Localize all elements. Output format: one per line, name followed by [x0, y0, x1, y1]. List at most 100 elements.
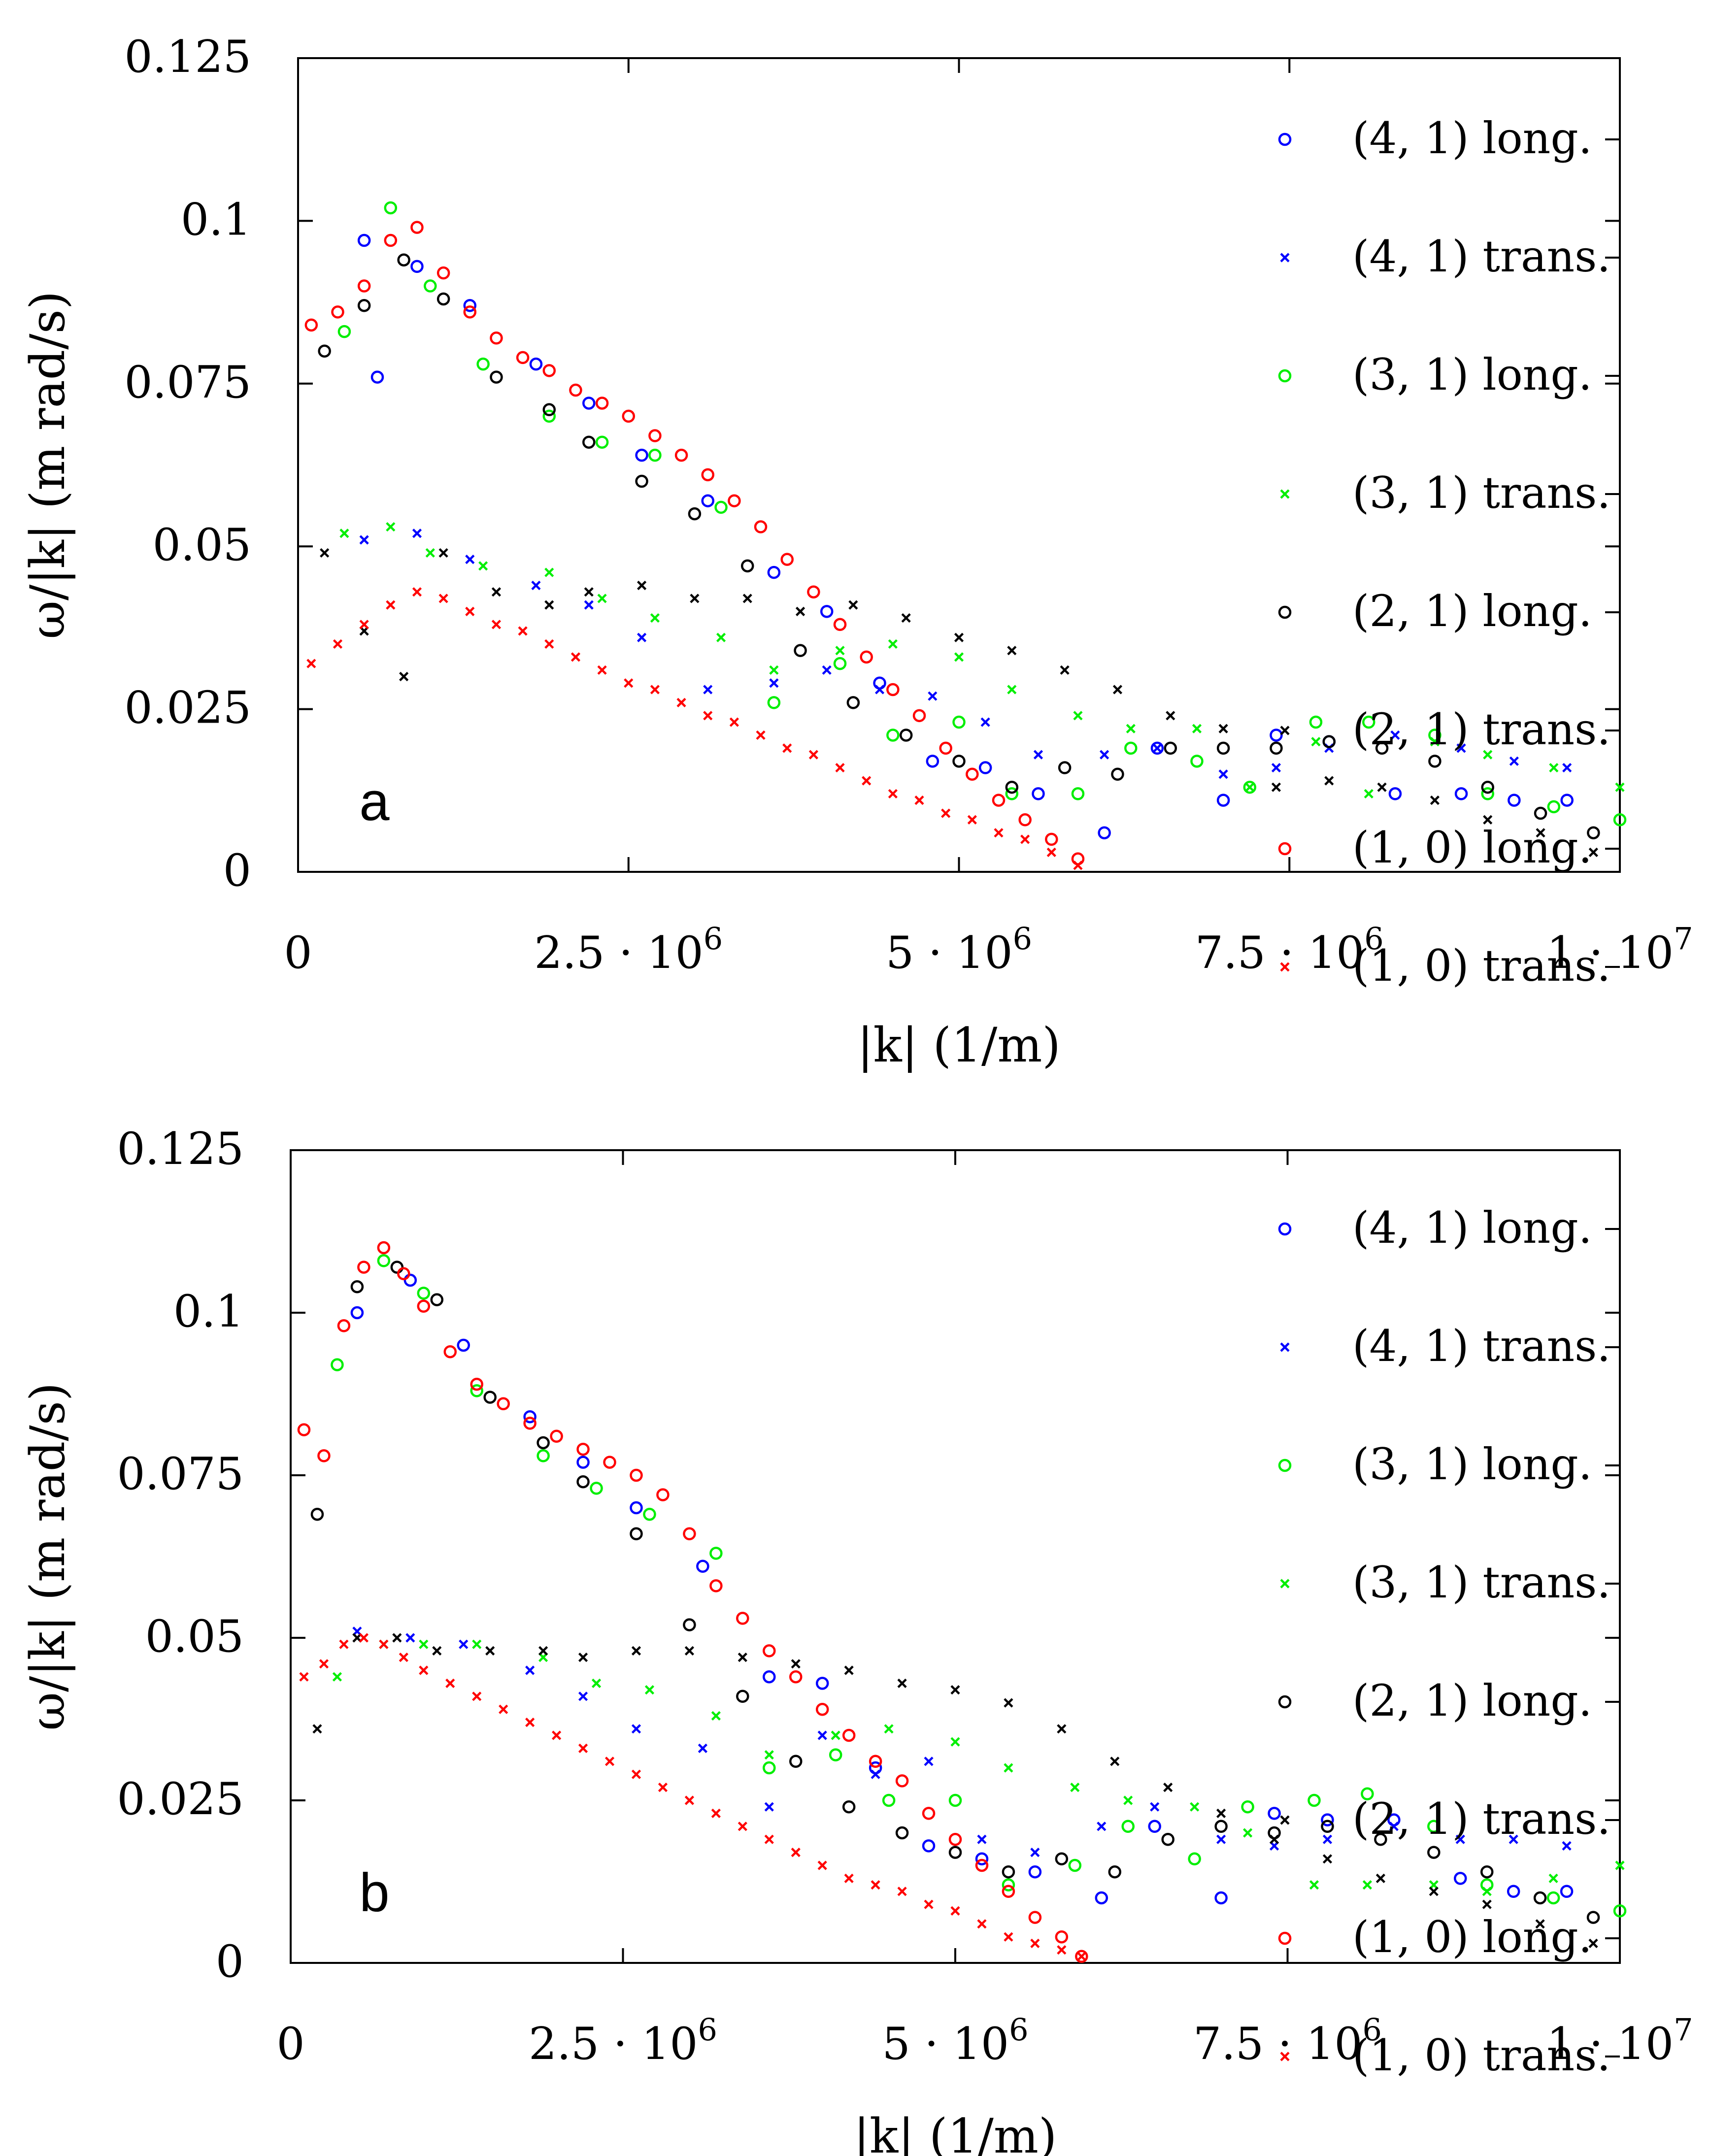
data-point — [339, 529, 349, 538]
data-point — [597, 665, 607, 675]
legend-label: (1, 0) long. — [1352, 1912, 1592, 1962]
data-point — [1110, 1757, 1120, 1766]
data-point — [1309, 1880, 1319, 1890]
data-point — [1507, 1885, 1520, 1898]
data-point — [410, 260, 424, 273]
data-point — [1030, 1938, 1040, 1948]
y-tick-label: 0.025 — [124, 682, 251, 734]
data-point — [698, 1743, 707, 1753]
data-point — [769, 678, 779, 688]
data-point — [399, 671, 409, 682]
data-point — [1483, 815, 1493, 825]
y-tick-label: 0.05 — [145, 1611, 244, 1662]
data-point — [297, 1423, 311, 1436]
data-point — [833, 657, 847, 670]
data-point — [895, 1774, 909, 1788]
legend-label: (4, 1) long. — [1352, 1202, 1592, 1253]
data-point — [1546, 1891, 1560, 1905]
data-point — [1271, 782, 1281, 792]
data-point — [491, 620, 502, 630]
data-point — [1152, 743, 1162, 753]
data-point — [424, 279, 437, 293]
data-point — [392, 1633, 402, 1643]
data-point — [1163, 1783, 1173, 1792]
data-point — [337, 325, 351, 338]
data-point — [740, 559, 754, 573]
data-point — [1324, 776, 1334, 786]
data-point — [846, 696, 860, 709]
data-point — [525, 1718, 535, 1727]
data-point — [384, 233, 398, 247]
data-point — [886, 683, 900, 697]
data-point — [1562, 1841, 1572, 1851]
data-point — [807, 585, 820, 598]
data-point — [635, 474, 648, 488]
legend-label: (4, 1) long. — [1352, 113, 1592, 164]
data-point — [1427, 1846, 1441, 1859]
data-point — [518, 626, 528, 636]
data-point — [952, 755, 966, 768]
data-point — [1164, 741, 1177, 755]
data-point — [1560, 1885, 1574, 1898]
data-point — [1071, 787, 1085, 800]
data-point — [1362, 715, 1376, 729]
data-point — [419, 1639, 429, 1649]
data-point — [432, 1646, 442, 1656]
data-point — [789, 1670, 803, 1684]
data-point — [1549, 763, 1559, 773]
data-point — [576, 1442, 590, 1456]
data-point — [399, 1653, 408, 1662]
data-point — [1112, 685, 1123, 695]
data-point — [1057, 1724, 1067, 1734]
legend-marker — [1278, 1695, 1292, 1709]
data-point — [1615, 1860, 1625, 1870]
data-point — [709, 1579, 723, 1592]
data-point — [1308, 1793, 1321, 1807]
data-point — [728, 494, 741, 507]
data-point — [523, 1410, 537, 1424]
data-point — [339, 1639, 349, 1649]
data-point — [822, 665, 832, 675]
data-point — [650, 613, 660, 623]
data-point — [1028, 1911, 1042, 1924]
data-point — [815, 1702, 829, 1716]
data-point — [1216, 741, 1230, 755]
data-point — [1018, 813, 1032, 827]
data-point — [425, 548, 435, 558]
data-point — [644, 1685, 655, 1695]
data-point — [319, 1659, 329, 1669]
data-point — [690, 594, 700, 603]
legend-label: (3, 1) trans. — [1352, 467, 1610, 518]
data-point — [337, 1319, 351, 1332]
data-point — [844, 1873, 854, 1883]
data-point — [782, 743, 792, 753]
legend-label: (2, 1) trans. — [1352, 1793, 1610, 1844]
data-point — [1218, 769, 1228, 779]
data-point — [1121, 1820, 1135, 1833]
data-point — [1216, 1808, 1226, 1818]
legend-marker — [1280, 1342, 1290, 1352]
data-point — [1161, 1832, 1174, 1846]
series-7 — [306, 587, 1083, 870]
data-point — [550, 1429, 563, 1443]
x-tick-label: 2.5 · 106 — [529, 2012, 717, 2070]
data-point — [436, 266, 450, 280]
data-point — [631, 1769, 641, 1779]
data-point — [331, 305, 344, 319]
data-point — [405, 1633, 415, 1643]
data-point — [463, 305, 477, 319]
x-axis-label: |k| (1/m) — [854, 2109, 1057, 2156]
data-point — [648, 429, 662, 442]
data-point — [523, 1417, 537, 1430]
data-point — [1311, 737, 1321, 747]
data-point — [764, 1750, 774, 1760]
data-point — [443, 1345, 457, 1359]
data-point — [603, 1456, 616, 1469]
data-point — [948, 1832, 962, 1846]
data-point — [1111, 767, 1124, 781]
data-point — [542, 403, 556, 416]
legend-marker — [1278, 1222, 1292, 1236]
data-point — [1002, 1885, 1015, 1898]
data-point — [1045, 832, 1058, 846]
data-point — [1150, 1802, 1160, 1812]
